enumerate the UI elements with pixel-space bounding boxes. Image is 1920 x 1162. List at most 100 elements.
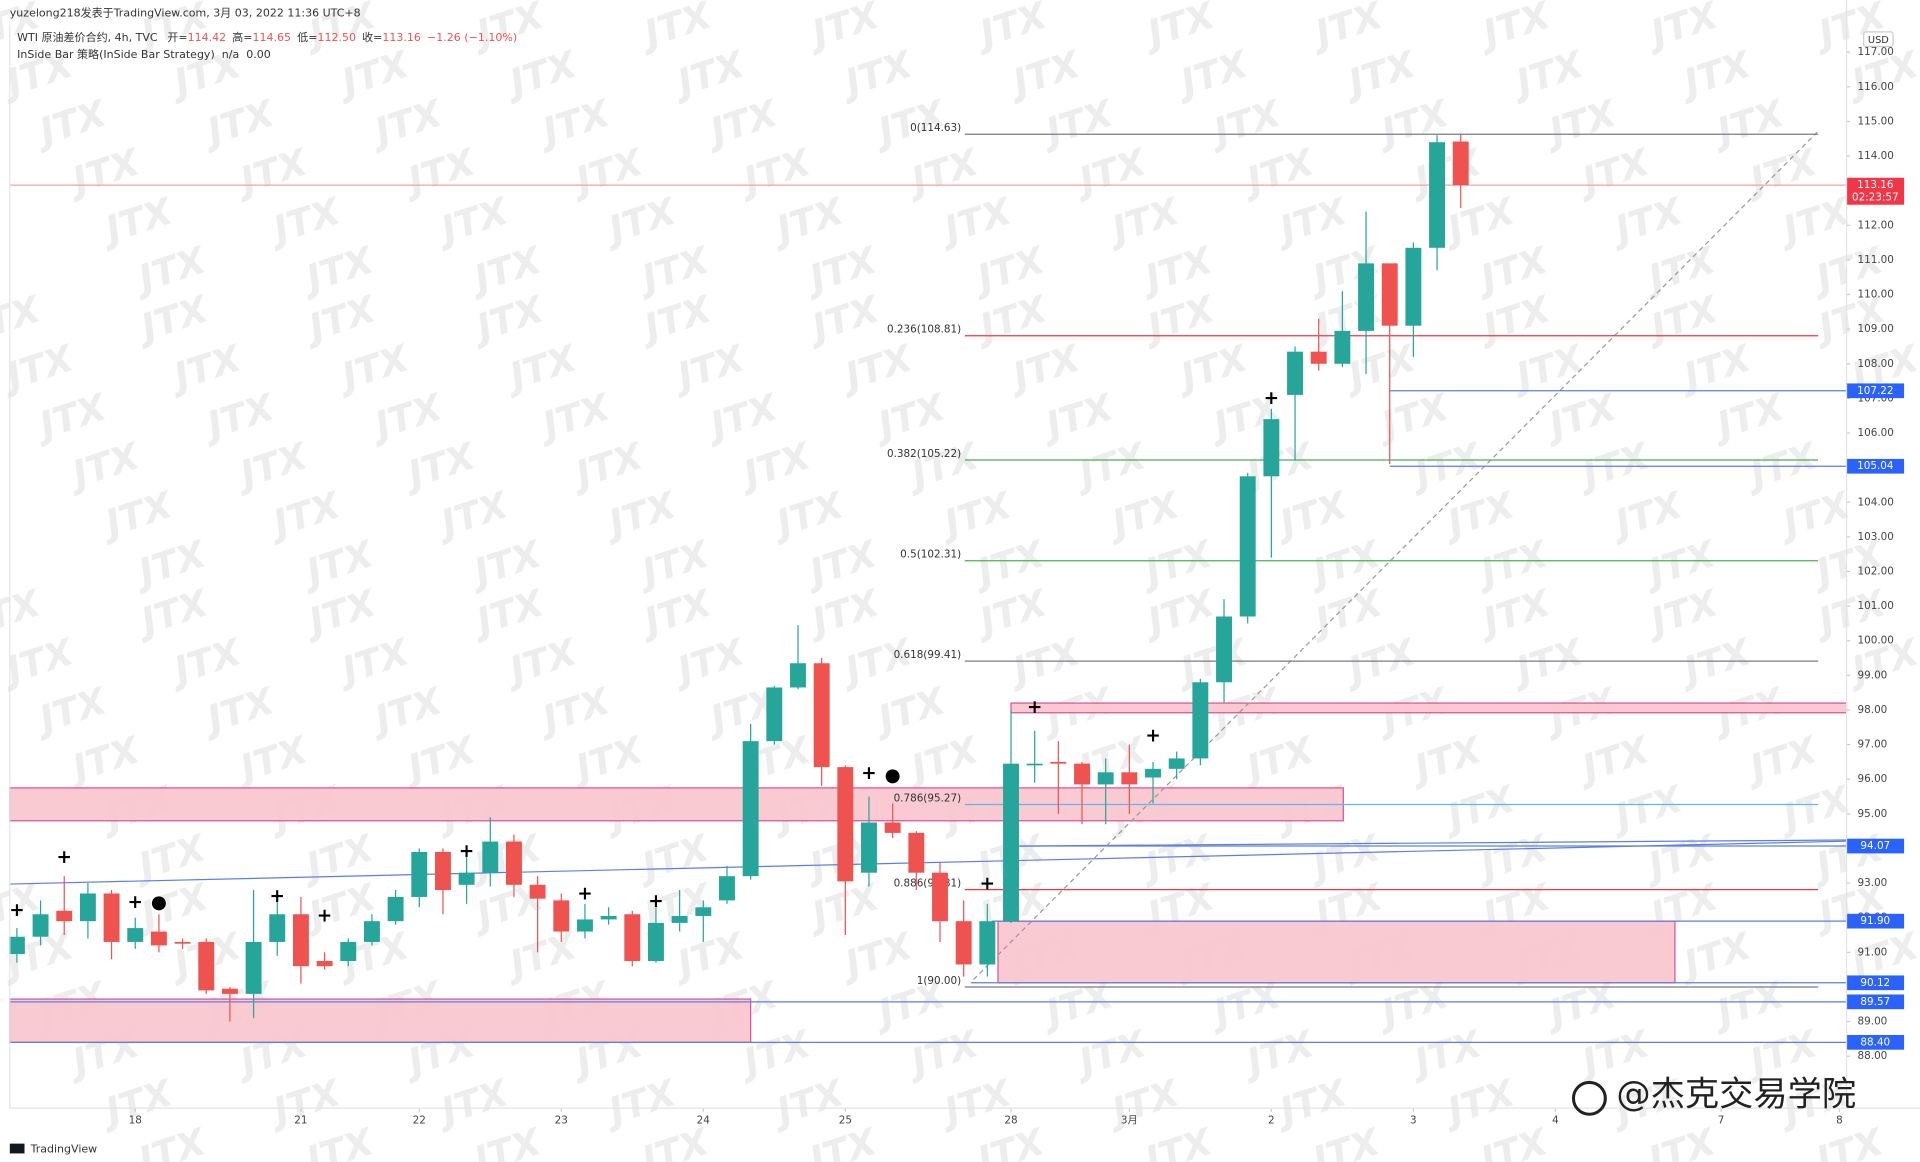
candle-body <box>1192 682 1209 759</box>
candle-body <box>1381 263 1398 326</box>
watermark: JTX <box>195 91 280 155</box>
candle-body <box>1121 772 1138 785</box>
change: −1.26 (−1.10%) <box>427 31 517 44</box>
price-badge <box>1846 1034 1905 1050</box>
fib-label: 0.382(105.22) <box>887 448 961 460</box>
watermark: JTX <box>1538 385 1623 449</box>
x-tick-label: 8 <box>1836 1114 1843 1126</box>
watermark: JTX <box>28 91 113 155</box>
watermark: JTX <box>1169 336 1254 400</box>
y-tick-label: 88.00 <box>1858 1050 1888 1062</box>
signal: + <box>459 841 474 862</box>
y-tick-label: 104.00 <box>1858 496 1894 508</box>
watermark: JTX <box>429 189 514 253</box>
y-tick-label: 97.00 <box>1858 739 1888 751</box>
watermark: JTX <box>531 385 616 449</box>
x-tick-label: 23 <box>555 1114 568 1126</box>
watermark: JTX <box>597 189 682 253</box>
watermark: JTX <box>462 1120 547 1162</box>
watermark: JTX <box>1436 777 1521 841</box>
watermark: JTX <box>1304 0 1389 57</box>
watermark: JTX <box>633 875 718 939</box>
candle-body <box>245 941 262 994</box>
watermark: JTX <box>1604 189 1689 253</box>
watermark: JTX <box>297 287 382 351</box>
watermark: JTX <box>330 336 415 400</box>
zone <box>997 920 1676 984</box>
fib-label: 0.618(99.41) <box>894 649 962 661</box>
watermark: JTX <box>1304 581 1389 645</box>
price-badge <box>1846 975 1905 991</box>
watermark: JTX <box>129 581 214 645</box>
watermark: JTX <box>229 140 314 204</box>
y-tick-label: 102.00 <box>1858 565 1894 577</box>
candle-body <box>292 914 309 967</box>
watermark: JTX <box>1538 91 1623 155</box>
candle-body <box>127 928 144 942</box>
watermark: JTX <box>465 581 550 645</box>
candle-body <box>198 941 215 991</box>
y-tick-label: 91.00 <box>1858 946 1888 958</box>
candles: + + + ● + + + + + + ● + + + + <box>8 133 1469 1022</box>
watermark: JTX <box>1001 336 1086 400</box>
watermark: JTX <box>61 434 146 498</box>
watermark: JTX <box>1403 1022 1488 1086</box>
watermark: JTX <box>429 1071 514 1135</box>
watermark: JTX <box>800 875 885 939</box>
symbol-info: WTI 原油差价合约, 4h, TVC 开=114.42 高=114.65 低=112… <box>17 30 517 44</box>
candle-body <box>221 988 238 994</box>
watermark: JTX <box>1672 42 1757 106</box>
candle-body <box>813 663 830 768</box>
watermark: JTX <box>699 385 784 449</box>
watermark: JTX <box>61 728 146 792</box>
x-tick-label: 22 <box>413 1114 426 1126</box>
watermark: JTX <box>1738 728 1823 792</box>
watermark: JTX <box>61 140 146 204</box>
candle-body <box>269 914 286 942</box>
y-tick-label: 115.00 <box>1858 115 1894 127</box>
price-badge <box>1846 994 1905 1010</box>
watermark: JTX <box>195 385 280 449</box>
currency: USD <box>1868 35 1889 46</box>
candle-body <box>766 687 783 742</box>
x-tick-label: 3月 <box>1121 1114 1138 1126</box>
watermark: JTX <box>564 728 649 792</box>
watermark: JTX <box>1001 42 1086 106</box>
y-tick-label: 117.00 <box>1858 46 1894 58</box>
ohlc-label: 开= <box>167 31 187 44</box>
watermark: JTX <box>765 483 850 547</box>
trend-line <box>1019 839 1847 847</box>
watermark: JTX <box>531 91 616 155</box>
watermark: JTX <box>297 581 382 645</box>
watermark: JTX <box>666 630 751 694</box>
candle-body <box>955 921 972 965</box>
candle-body <box>340 941 357 961</box>
price-badge-label: 107.22 <box>1857 385 1893 397</box>
watermark: JTX <box>363 385 448 449</box>
watermark: JTX <box>833 42 918 106</box>
candle-body <box>884 822 901 833</box>
watermark: JTX <box>1637 1120 1722 1162</box>
watermark: JTX <box>531 679 616 743</box>
watermark: JTX <box>465 287 550 351</box>
candle-body <box>1097 772 1114 785</box>
watermark: JTX <box>1001 630 1086 694</box>
watermark: JTX <box>498 42 583 106</box>
candle-body <box>1429 142 1446 248</box>
watermark: JTX <box>28 385 113 449</box>
candle-body <box>103 893 120 942</box>
watermark: JTX <box>363 679 448 743</box>
watermark: JTX <box>1738 140 1823 204</box>
signal: + <box>9 900 24 921</box>
y-tick-label: 93.00 <box>1858 877 1888 889</box>
trend-line <box>9 840 1847 885</box>
candle-body <box>790 663 806 688</box>
watermark: JTX <box>1639 0 1724 57</box>
y-tick-label: 89.00 <box>1858 1016 1888 1028</box>
brand-logo <box>9 1143 25 1154</box>
ohlc-value: 114.65 <box>253 31 292 44</box>
candle-body <box>1287 351 1303 395</box>
watermark: JTX <box>1672 924 1757 988</box>
watermark: JTX <box>94 189 179 253</box>
fib-label: 0(114.63) <box>910 122 961 134</box>
